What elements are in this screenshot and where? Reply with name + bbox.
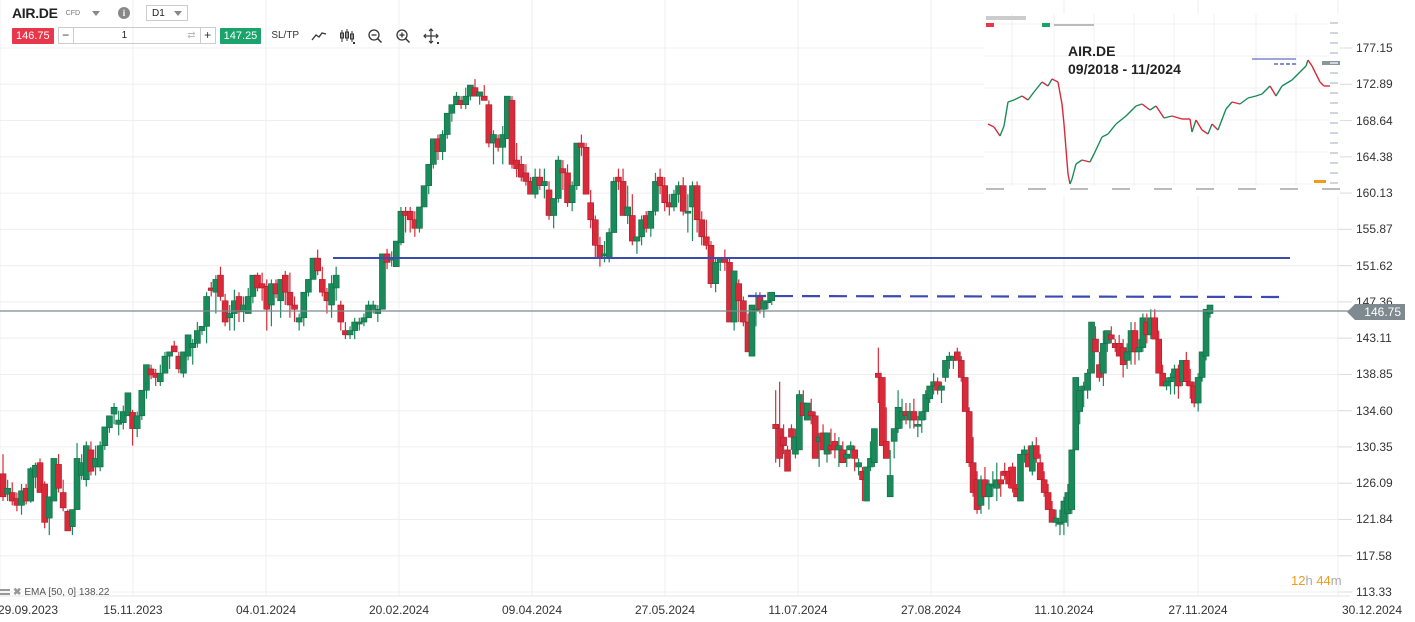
price-tick-label: 160.13 bbox=[1356, 186, 1393, 201]
sltp-button[interactable]: SL/TP bbox=[271, 30, 300, 41]
countdown-hours-unit: h bbox=[1305, 573, 1313, 588]
price-tick-label: 177.15 bbox=[1356, 41, 1393, 55]
inset-title-symbol: AIR.DE bbox=[1068, 43, 1116, 59]
date-tick-label: 27.08.2024 bbox=[900, 603, 962, 617]
zoom-out-icon[interactable] bbox=[367, 28, 383, 44]
inset-history-chart bbox=[984, 14, 1340, 196]
symbol-dropdown-icon[interactable] bbox=[92, 10, 101, 16]
instrument-type: CFD bbox=[65, 9, 81, 17]
chevron-down-icon bbox=[174, 10, 183, 16]
sell-button[interactable]: 146.75 bbox=[12, 27, 54, 44]
date-tick-label: 27.11.2024 bbox=[1168, 603, 1228, 617]
zoom-in-icon[interactable] bbox=[395, 28, 411, 44]
price-tick-label: 151.62 bbox=[1356, 258, 1393, 273]
quantity-stepper: − 1 ⇄ + bbox=[57, 27, 216, 44]
remove-indicator-icon[interactable]: ✖ bbox=[13, 587, 22, 598]
price-tick-label: 138.85 bbox=[1356, 367, 1393, 382]
inset-title: AIR.DE 09/2018 - 11/2024 bbox=[1068, 42, 1181, 78]
price-tick-label: 168.64 bbox=[1356, 113, 1393, 128]
price-tick-label: 164.38 bbox=[1356, 149, 1393, 164]
date-tick-label: 09.04.2024 bbox=[501, 603, 563, 617]
quantity-value: 1 bbox=[121, 30, 128, 41]
crosshair-icon[interactable] bbox=[423, 27, 440, 44]
price-tick-label: 134.60 bbox=[1356, 403, 1393, 418]
current-price-tag: 146.75 bbox=[1347, 304, 1405, 320]
price-tick-label: 155.87 bbox=[1356, 222, 1393, 237]
price-tick-label: 126.09 bbox=[1356, 476, 1393, 491]
timeframe-select[interactable]: D1 bbox=[146, 5, 189, 21]
price-tick-label: 121.84 bbox=[1356, 512, 1393, 527]
candles-icon[interactable] bbox=[339, 28, 356, 44]
price-tick-label: 172.89 bbox=[1356, 77, 1393, 92]
price-tick-label: 117.58 bbox=[1356, 548, 1392, 563]
date-tick-label: 15.11.2023 bbox=[103, 603, 163, 617]
date-tick-label: 20.02.2024 bbox=[368, 603, 430, 617]
date-tick-label: 11.07.2024 bbox=[768, 603, 828, 617]
swap-icon[interactable]: ⇄ bbox=[187, 30, 196, 41]
timeframe-value: D1 bbox=[152, 7, 165, 19]
date-tick-label: 27.05.2024 bbox=[634, 603, 696, 617]
trade-toolbar: 146.75 − 1 ⇄ + 147.25 SL/TP bbox=[12, 27, 440, 44]
price-tick-label: 113.33 bbox=[1356, 585, 1392, 599]
date-tick-label: 11.10.2024 bbox=[1034, 603, 1094, 617]
symbol-name[interactable]: AIR.DE bbox=[12, 5, 58, 21]
countdown-minutes: 44 bbox=[1316, 573, 1331, 588]
buy-button[interactable]: 147.25 bbox=[219, 27, 262, 44]
ema-legend: ✖ EMA [50, 0] 138.22 bbox=[0, 587, 109, 598]
price-tick-label: 130.35 bbox=[1356, 439, 1393, 454]
ema-label: EMA [50, 0] 138.22 bbox=[24, 587, 110, 598]
countdown-hours: 12 bbox=[1291, 573, 1306, 588]
decrease-quantity-button[interactable]: − bbox=[62, 28, 70, 42]
increase-quantity-button[interactable]: + bbox=[204, 28, 212, 42]
settings-list-icon[interactable] bbox=[0, 588, 10, 597]
date-tick-label: 30.12.2024 bbox=[1341, 603, 1403, 617]
inset-title-period: 09/2018 - 11/2024 bbox=[1068, 61, 1181, 77]
candle-countdown: 12h 44m bbox=[1291, 573, 1342, 588]
line-chart-icon[interactable] bbox=[311, 28, 327, 44]
date-tick-label: 29.09.2023 bbox=[0, 603, 59, 617]
date-tick-label: 04.01.2024 bbox=[235, 603, 297, 617]
symbol-toolbar: AIR.DE CFD i D1 bbox=[12, 4, 189, 22]
info-icon[interactable]: i bbox=[118, 7, 131, 19]
price-tick-label: 143.11 bbox=[1356, 331, 1392, 346]
quantity-input[interactable]: 1 ⇄ bbox=[72, 28, 201, 43]
countdown-minutes-unit: m bbox=[1330, 573, 1342, 588]
